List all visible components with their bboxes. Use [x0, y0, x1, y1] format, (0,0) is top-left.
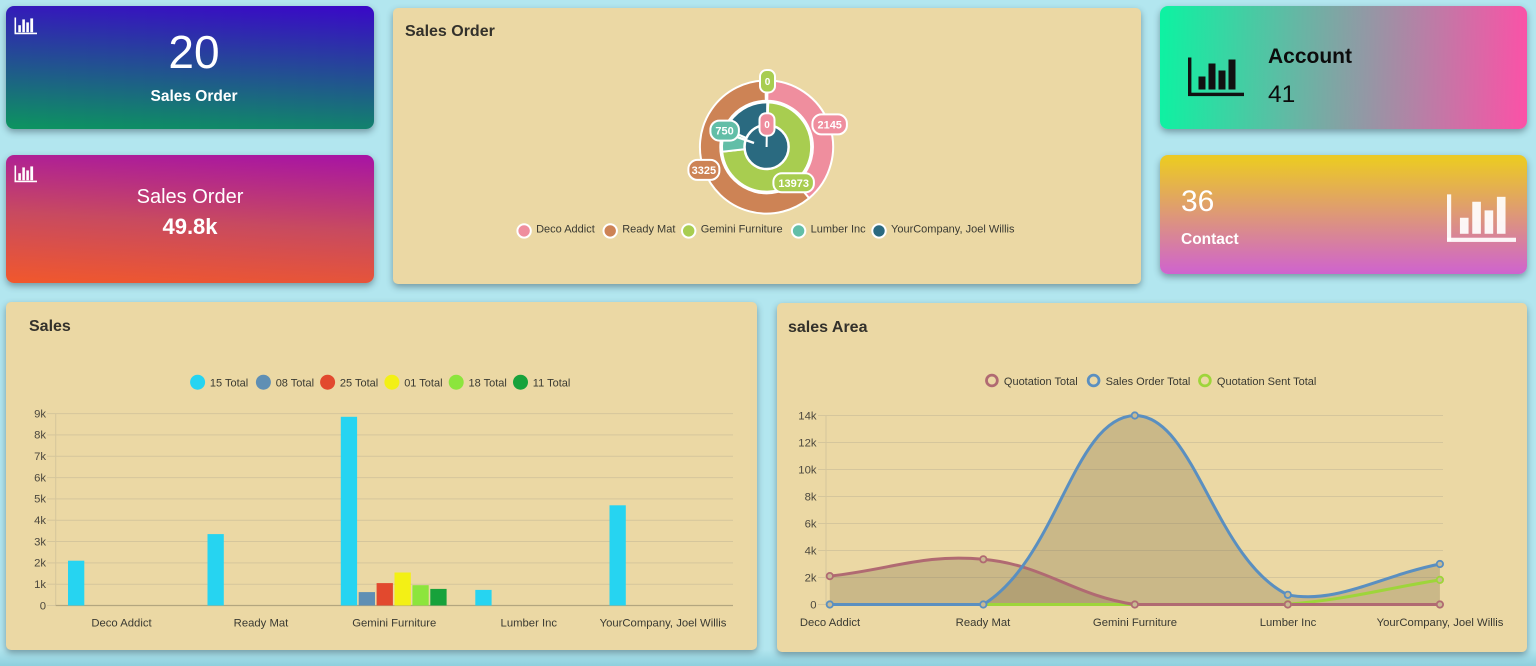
svg-text:2145: 2145	[817, 119, 841, 131]
svg-text:Sales Order Total: Sales Order Total	[1106, 376, 1191, 388]
svg-text:8k: 8k	[34, 430, 46, 442]
svg-text:750: 750	[715, 126, 733, 138]
svg-text:10k: 10k	[798, 464, 817, 476]
svg-text:Lumber Inc: Lumber Inc	[501, 617, 558, 629]
svg-text:3325: 3325	[692, 165, 716, 177]
svg-text:YourCompany, Joel Willis: YourCompany, Joel Willis	[600, 617, 727, 629]
svg-text:15 Total: 15 Total	[210, 378, 248, 390]
svg-text:0: 0	[810, 599, 816, 611]
svg-text:11 Total: 11 Total	[533, 378, 571, 390]
svg-text:YourCompany, Joel Willis: YourCompany, Joel Willis	[891, 224, 1015, 236]
svg-text:Ready Mat: Ready Mat	[622, 224, 675, 236]
svg-text:6k: 6k	[805, 518, 817, 530]
svg-text:18 Total: 18 Total	[469, 378, 507, 390]
svg-text:1k: 1k	[34, 579, 46, 591]
svg-text:6k: 6k	[34, 472, 46, 484]
svg-text:01 Total: 01 Total	[404, 378, 442, 390]
svg-text:8k: 8k	[805, 491, 817, 503]
svg-text:Deco Addict: Deco Addict	[91, 617, 152, 629]
svg-text:Gemini Furniture: Gemini Furniture	[352, 617, 436, 629]
svg-text:2k: 2k	[805, 572, 817, 584]
svg-text:2k: 2k	[34, 558, 46, 570]
svg-text:Ready Mat: Ready Mat	[234, 617, 289, 629]
svg-text:9k: 9k	[34, 408, 46, 420]
svg-text:5k: 5k	[34, 494, 46, 506]
svg-text:7k: 7k	[34, 451, 46, 463]
svg-text:Lumber Inc: Lumber Inc	[811, 224, 867, 236]
svg-text:3k: 3k	[34, 536, 46, 548]
svg-text:Deco Addict: Deco Addict	[800, 617, 861, 629]
svg-text:08 Total: 08 Total	[276, 378, 314, 390]
svg-text:Quotation Total: Quotation Total	[1004, 376, 1078, 388]
svg-text:4k: 4k	[34, 515, 46, 527]
svg-text:Lumber Inc: Lumber Inc	[1260, 617, 1317, 629]
svg-text:12k: 12k	[798, 437, 817, 449]
svg-text:13973: 13973	[778, 178, 809, 190]
svg-text:Quotation Sent Total: Quotation Sent Total	[1217, 376, 1316, 388]
svg-text:YourCompany, Joel Willis: YourCompany, Joel Willis	[1377, 617, 1504, 629]
svg-text:14k: 14k	[798, 410, 817, 422]
svg-text:Deco Addict: Deco Addict	[536, 224, 595, 236]
svg-text:0: 0	[764, 120, 770, 131]
svg-text:Ready Mat: Ready Mat	[956, 617, 1011, 629]
svg-text:Gemini Furniture: Gemini Furniture	[1093, 617, 1177, 629]
svg-text:0: 0	[40, 600, 46, 612]
svg-text:4k: 4k	[805, 545, 817, 557]
svg-text:Gemini Furniture: Gemini Furniture	[701, 224, 783, 236]
svg-text:0: 0	[765, 77, 771, 88]
svg-text:25 Total: 25 Total	[340, 378, 378, 390]
